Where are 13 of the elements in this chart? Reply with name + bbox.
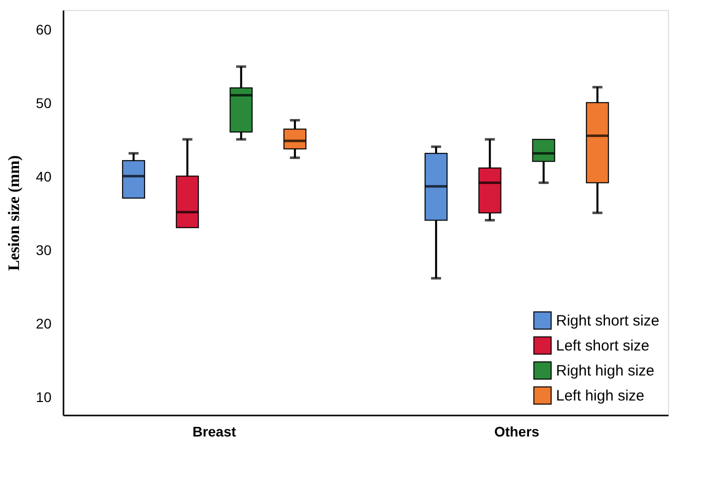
x-tick-label: Others — [494, 424, 540, 440]
legend-label: Right high size — [556, 362, 654, 380]
legend-label: Left short size — [556, 338, 650, 354]
y-tick-label: 30 — [36, 242, 52, 258]
y-tick-label: 20 — [36, 315, 52, 332]
x-tick-label: Breast — [192, 424, 236, 440]
legend-label: Left high size — [556, 388, 644, 404]
y-axis-title: Lesion size (mm) — [6, 155, 23, 271]
y-tick-label: 10 — [36, 388, 52, 405]
legend-label: Right short size — [556, 312, 660, 330]
y-tick-label: 60 — [36, 21, 52, 38]
y-tick-label: 50 — [36, 94, 52, 111]
y-tick-label: 40 — [36, 168, 52, 184]
